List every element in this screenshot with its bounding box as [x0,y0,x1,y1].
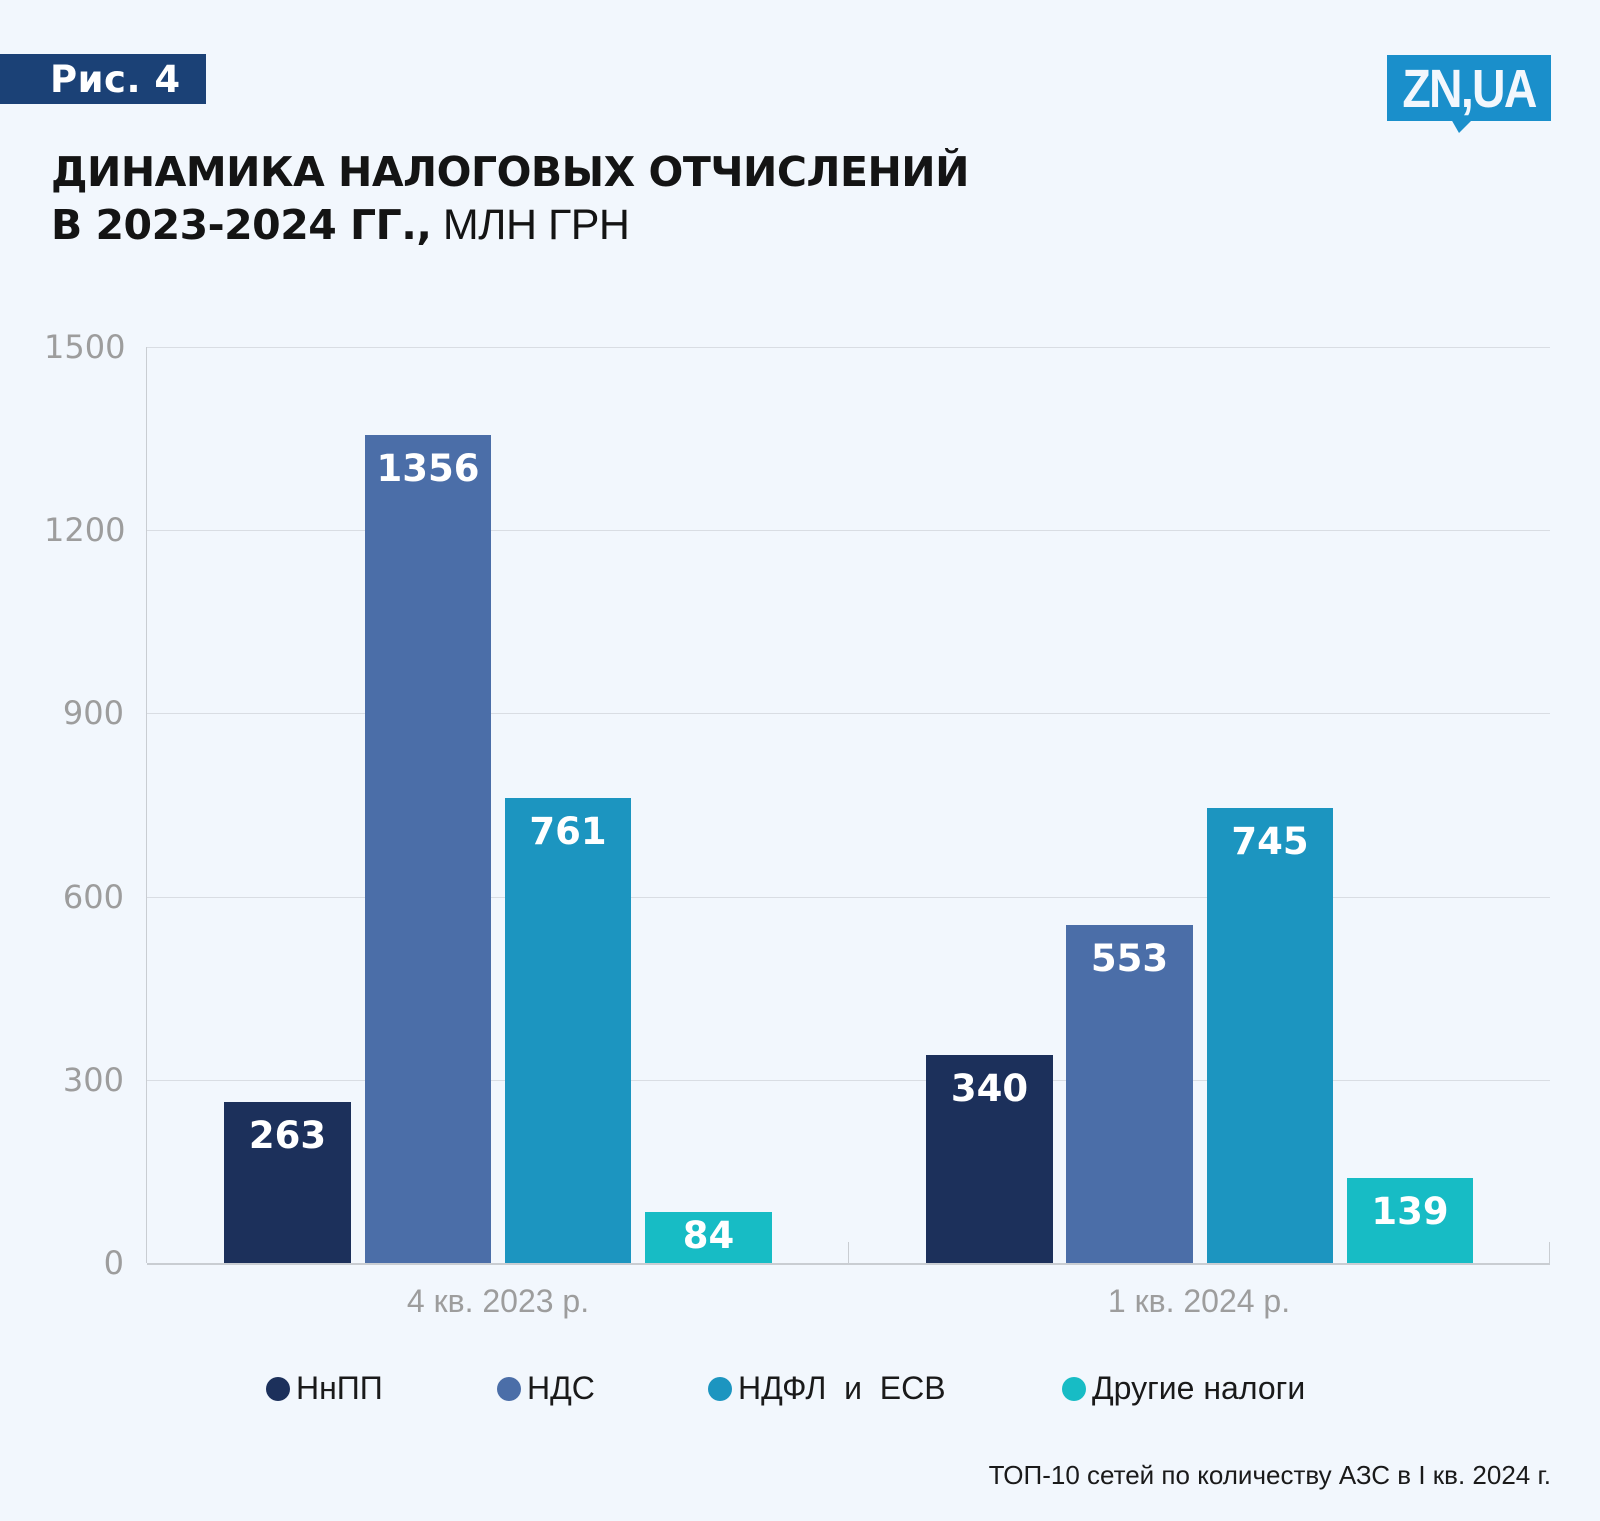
bar-other-taxes-q1-2024: 139 [1347,1178,1473,1263]
x-axis-line [147,1263,1550,1265]
bar-ndfl-esv-q4-2023: 761 [505,798,631,1263]
chart-title-years: В 2023-2024 ГГ., [51,201,432,249]
chart-title-unit: МЛН ГРН [431,201,630,249]
bar-value-label: 745 [1231,820,1309,863]
legend-dot-icon [497,1377,521,1401]
source-note: ТОП-10 сетей по количеству АЗС в I кв. 2… [988,1460,1551,1490]
legend-label: НДС [527,1370,595,1406]
bar-value-label: 263 [248,1114,327,1157]
y-tick-300: 300 [62,1061,124,1099]
bar-value-label: 761 [529,810,607,853]
bar-nnpp-q1-2024: 340 [926,1055,1053,1263]
legend-label: НнПП [296,1370,383,1406]
y-tick-900: 900 [62,694,124,732]
y-tick-0: 0 [103,1244,124,1282]
legend-dot-icon [1062,1377,1086,1401]
gridline-1200 [147,530,1550,531]
legend-dot-icon [266,1377,290,1401]
y-tick-1200: 1200 [44,511,126,549]
y-axis-line [146,347,147,1263]
bar-ndfl-esv-q1-2024: 745 [1207,808,1333,1263]
gridline-600 [147,897,1550,898]
y-tick-1500: 1500 [44,328,126,366]
y-tick-600: 600 [62,878,124,916]
bar-other-taxes-q4-2023: 84 [645,1212,772,1263]
figure-badge: Рис. 4 [0,54,206,104]
category-separator [848,1242,849,1263]
legend-label: Другие налоги [1092,1370,1306,1406]
x-category-label-q4-2023: 4 кв. 2023 р. [406,1283,590,1319]
bar-value-label: 553 [1090,937,1169,980]
figure-badge-label: Рис. 4 [50,58,181,101]
x-category-label-q1-2024: 1 кв. 2024 р. [1107,1283,1291,1319]
bar-value-label: 1356 [376,447,480,490]
legend-label: НДФЛ и ЕСВ [738,1370,946,1406]
chart-title-line2: В 2023-2024 ГГ., МЛН ГРН [51,199,969,252]
bar-nds-q4-2023: 1356 [365,435,491,1263]
bar-nds-q1-2024: 553 [1066,925,1193,1263]
legend-dot-icon [708,1377,732,1401]
gridline-300 [147,1080,1550,1081]
bar-value-label: 84 [682,1214,735,1257]
logo-speech-tail-icon [1451,119,1473,133]
chart-title: ДИНАМИКА НАЛОГОВЫХ ОТЧИСЛЕНИЙ В 2023-202… [51,146,969,252]
gridline-900 [147,713,1550,714]
chart-title-line1: ДИНАМИКА НАЛОГОВЫХ ОТЧИСЛЕНИЙ [51,148,969,196]
zn-ua-logo: ZN,UA [1387,55,1551,133]
logo-text: ZN,UA [1402,59,1537,119]
bar-value-label: 340 [950,1067,1029,1110]
gridline-1500 [147,347,1550,348]
bar-value-label: 139 [1371,1190,1449,1233]
category-separator-end [1549,1242,1550,1263]
bar-nnpp-q4-2023: 263 [224,1102,351,1263]
